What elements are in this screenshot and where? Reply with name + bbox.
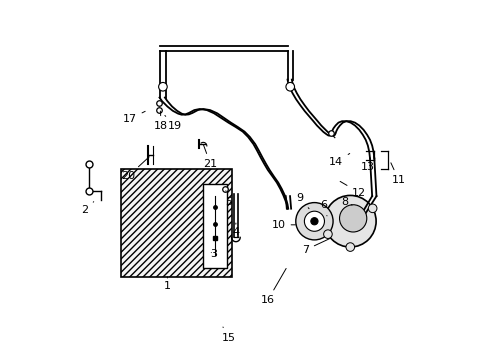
- Text: 3: 3: [210, 248, 217, 258]
- Text: 9: 9: [296, 193, 308, 209]
- Circle shape: [346, 243, 354, 251]
- Text: 20: 20: [121, 157, 149, 181]
- Bar: [203, 184, 226, 268]
- Circle shape: [324, 195, 375, 247]
- Text: 1: 1: [163, 277, 170, 291]
- Text: 5: 5: [224, 191, 231, 207]
- Text: 7: 7: [301, 239, 329, 255]
- Circle shape: [295, 203, 332, 240]
- Circle shape: [367, 204, 376, 213]
- Circle shape: [323, 230, 331, 238]
- Text: 17: 17: [122, 111, 145, 124]
- Text: 8: 8: [341, 197, 351, 207]
- Text: 6: 6: [319, 200, 326, 216]
- Circle shape: [158, 82, 167, 91]
- Text: 2: 2: [81, 202, 94, 216]
- Text: 12: 12: [340, 181, 366, 198]
- Text: 13: 13: [361, 156, 374, 172]
- Text: 16: 16: [260, 269, 285, 305]
- Text: 11: 11: [390, 163, 405, 185]
- Text: 15: 15: [221, 327, 235, 343]
- Text: 21: 21: [203, 145, 217, 169]
- Circle shape: [304, 211, 324, 231]
- Text: 4: 4: [231, 223, 239, 237]
- Text: 10: 10: [271, 220, 295, 230]
- Circle shape: [285, 82, 294, 91]
- Text: 19: 19: [164, 116, 181, 131]
- Text: 14: 14: [328, 153, 349, 167]
- Text: 18: 18: [154, 111, 168, 131]
- Circle shape: [310, 218, 317, 225]
- Bar: [121, 169, 231, 277]
- Circle shape: [339, 205, 366, 232]
